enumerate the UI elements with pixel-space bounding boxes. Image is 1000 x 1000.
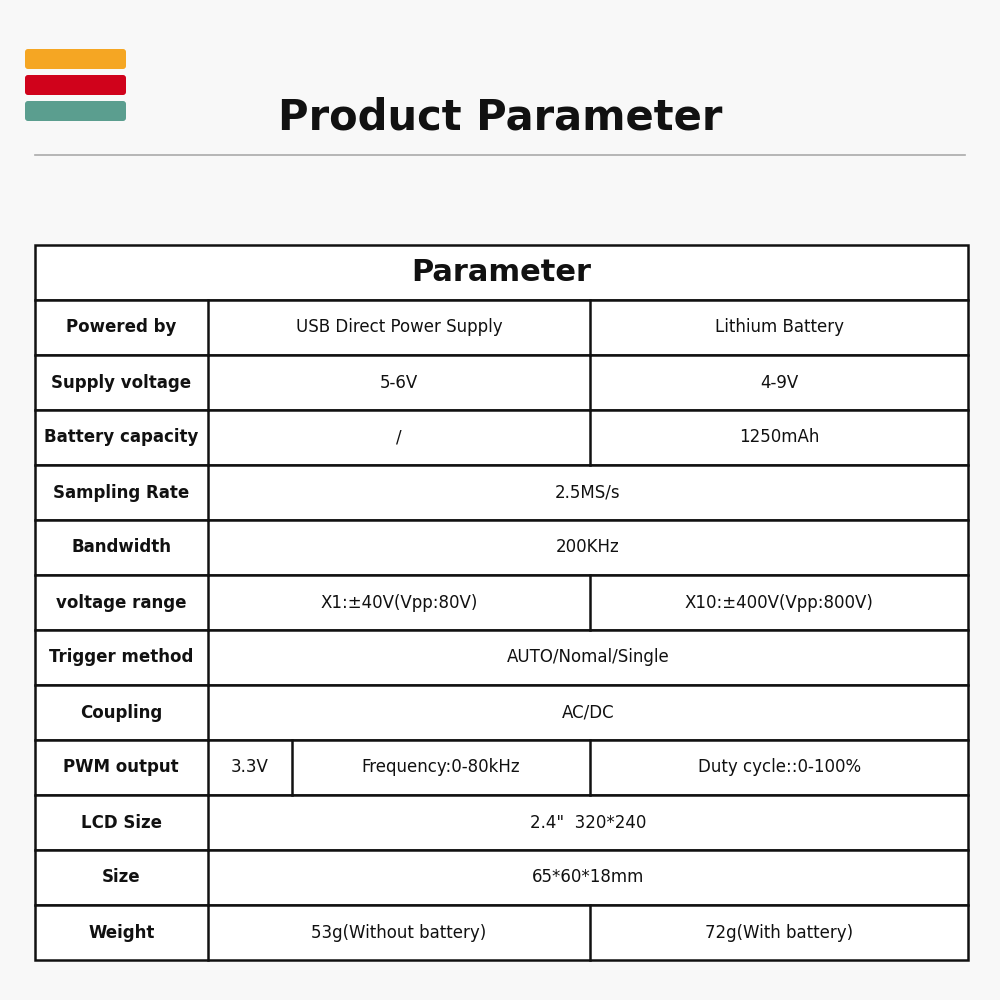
Bar bbox=[35, 245, 968, 300]
Text: AUTO/Nomal/Single: AUTO/Nomal/Single bbox=[506, 648, 669, 666]
Text: Frequency:0-80kHz: Frequency:0-80kHz bbox=[362, 758, 520, 776]
Bar bbox=[35, 465, 968, 520]
Bar bbox=[35, 245, 968, 960]
FancyBboxPatch shape bbox=[25, 101, 126, 121]
Text: X1:±40V(Vpp:80V): X1:±40V(Vpp:80V) bbox=[320, 593, 478, 611]
Text: 5-6V: 5-6V bbox=[380, 373, 418, 391]
Text: Duty cycle::0-100%: Duty cycle::0-100% bbox=[698, 758, 861, 776]
Text: Trigger method: Trigger method bbox=[49, 648, 193, 666]
Text: Product Parameter: Product Parameter bbox=[278, 97, 722, 139]
Text: /: / bbox=[396, 428, 402, 446]
Bar bbox=[35, 905, 968, 960]
Text: voltage range: voltage range bbox=[56, 593, 187, 611]
Bar bbox=[35, 520, 968, 575]
Bar bbox=[35, 630, 968, 685]
Text: Bandwidth: Bandwidth bbox=[71, 538, 171, 556]
Text: 2.4"  320*240: 2.4" 320*240 bbox=[530, 814, 646, 832]
Text: 200KHz: 200KHz bbox=[556, 538, 620, 556]
Bar bbox=[35, 575, 968, 630]
Text: Parameter: Parameter bbox=[412, 258, 592, 287]
Bar bbox=[35, 685, 968, 740]
Text: Size: Size bbox=[102, 868, 141, 886]
Text: Sampling Rate: Sampling Rate bbox=[53, 484, 189, 502]
Text: 53g(Without battery): 53g(Without battery) bbox=[311, 924, 486, 942]
Text: X10:±400V(Vpp:800V): X10:±400V(Vpp:800V) bbox=[685, 593, 874, 611]
FancyBboxPatch shape bbox=[25, 49, 126, 69]
Text: 72g(With battery): 72g(With battery) bbox=[705, 924, 853, 942]
Bar bbox=[35, 795, 968, 850]
Text: Supply voltage: Supply voltage bbox=[51, 373, 191, 391]
Text: PWM output: PWM output bbox=[63, 758, 179, 776]
Bar bbox=[35, 740, 968, 795]
Text: Battery capacity: Battery capacity bbox=[44, 428, 198, 446]
Text: Coupling: Coupling bbox=[80, 704, 162, 722]
Bar bbox=[35, 410, 968, 465]
Bar bbox=[35, 300, 968, 355]
Bar bbox=[35, 850, 968, 905]
Text: AC/DC: AC/DC bbox=[561, 704, 614, 722]
Text: Powered by: Powered by bbox=[66, 318, 176, 336]
Text: 4-9V: 4-9V bbox=[760, 373, 798, 391]
Text: USB Direct Power Supply: USB Direct Power Supply bbox=[296, 318, 502, 336]
Bar bbox=[35, 245, 968, 960]
Text: LCD Size: LCD Size bbox=[81, 814, 162, 832]
Bar bbox=[35, 355, 968, 410]
Text: 2.5MS/s: 2.5MS/s bbox=[555, 484, 621, 502]
FancyBboxPatch shape bbox=[25, 75, 126, 95]
Text: 1250mAh: 1250mAh bbox=[739, 428, 819, 446]
Text: Weight: Weight bbox=[88, 924, 154, 942]
Text: 3.3V: 3.3V bbox=[231, 758, 269, 776]
Text: 65*60*18mm: 65*60*18mm bbox=[532, 868, 644, 886]
Text: Lithium Battery: Lithium Battery bbox=[715, 318, 844, 336]
